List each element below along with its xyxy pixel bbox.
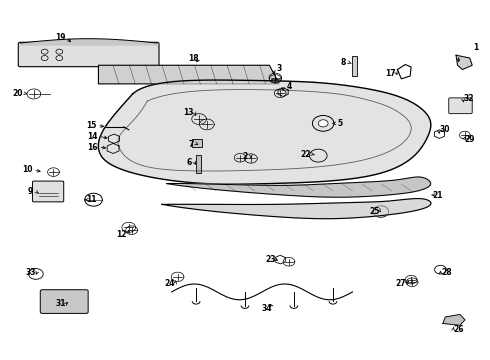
Text: 28: 28	[441, 268, 452, 277]
Text: 1: 1	[473, 43, 478, 52]
Polygon shape	[162, 199, 431, 219]
Polygon shape	[443, 315, 465, 325]
FancyBboxPatch shape	[449, 98, 472, 114]
Text: 5: 5	[338, 119, 343, 128]
Text: 10: 10	[23, 166, 33, 175]
Polygon shape	[98, 80, 431, 184]
Text: 32: 32	[464, 94, 474, 103]
Text: 17: 17	[385, 69, 396, 78]
FancyBboxPatch shape	[32, 181, 64, 202]
FancyBboxPatch shape	[18, 42, 159, 67]
Text: 26: 26	[454, 325, 464, 334]
Text: 27: 27	[395, 279, 406, 288]
Text: 6: 6	[186, 158, 192, 167]
Text: 7: 7	[189, 140, 194, 149]
Text: 31: 31	[55, 299, 66, 308]
Text: 11: 11	[86, 195, 97, 204]
Text: 4: 4	[286, 82, 292, 91]
Text: 2: 2	[243, 152, 247, 161]
Circle shape	[318, 120, 328, 127]
Text: 12: 12	[117, 230, 127, 239]
Text: 33: 33	[26, 268, 36, 277]
Polygon shape	[98, 65, 279, 84]
Text: 3: 3	[276, 64, 282, 73]
Text: 21: 21	[433, 190, 443, 199]
Polygon shape	[456, 55, 472, 69]
Text: 34: 34	[262, 304, 272, 313]
Text: 29: 29	[465, 135, 475, 144]
Text: 9: 9	[27, 187, 33, 196]
Polygon shape	[167, 177, 431, 197]
FancyBboxPatch shape	[40, 290, 88, 314]
Text: 30: 30	[439, 125, 450, 134]
Text: 15: 15	[86, 121, 96, 130]
Text: 24: 24	[164, 279, 174, 288]
Text: 8: 8	[340, 58, 345, 67]
Text: 13: 13	[184, 108, 194, 117]
Bar	[192, 139, 202, 147]
Text: 16: 16	[87, 143, 98, 152]
Text: 18: 18	[188, 54, 199, 63]
Text: 23: 23	[265, 255, 276, 264]
Text: 14: 14	[87, 132, 98, 141]
Bar	[196, 155, 201, 173]
Text: 20: 20	[13, 89, 23, 98]
Text: 19: 19	[55, 33, 66, 42]
Bar	[351, 56, 357, 76]
Text: 22: 22	[301, 150, 311, 159]
Text: 25: 25	[369, 207, 380, 216]
